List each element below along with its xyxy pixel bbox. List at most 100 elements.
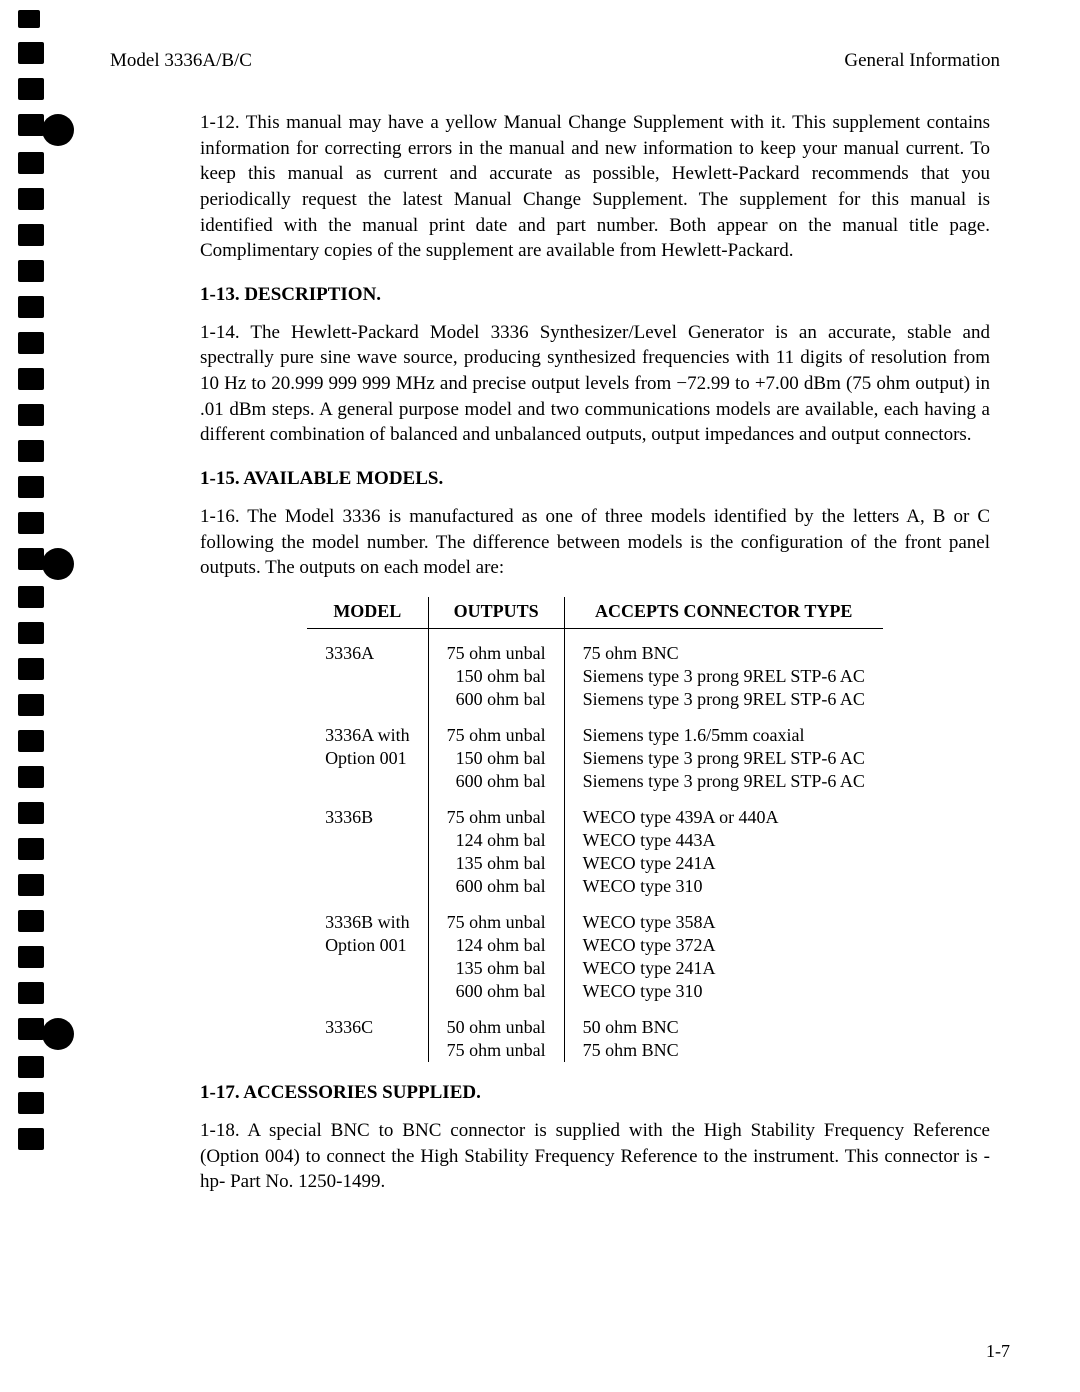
cell-model <box>307 875 428 898</box>
cell-model: Option 001 <box>307 934 428 957</box>
table-row: 150 ohm balSiemens type 3 prong 9REL STP… <box>307 665 883 688</box>
cell-connector: Siemens type 1.6/5mm coaxial <box>564 711 883 747</box>
col-header-connector: ACCEPTS CONNECTOR TYPE <box>564 597 883 629</box>
table-row: Option 001124 ohm balWECO type 372A <box>307 934 883 957</box>
paragraph-1-16: 1-16. The Model 3336 is manufactured as … <box>200 504 990 581</box>
cell-model <box>307 957 428 980</box>
cell-connector: WECO type 358A <box>564 898 883 934</box>
table-row: 135 ohm balWECO type 241A <box>307 957 883 980</box>
punch-hole <box>18 476 44 498</box>
punch-hole <box>18 910 44 932</box>
cell-output: 600 ohm bal <box>428 875 564 898</box>
punch-hole <box>18 1092 44 1114</box>
table-row: 124 ohm balWECO type 443A <box>307 829 883 852</box>
punch-hole <box>18 42 44 64</box>
cell-model: Option 001 <box>307 747 428 770</box>
cell-output: 135 ohm bal <box>428 957 564 980</box>
cell-model: 3336C <box>307 1003 428 1039</box>
cell-connector: Siemens type 3 prong 9REL STP-6 AC <box>564 665 883 688</box>
table-row: 3336B75 ohm unbalWECO type 439A or 440A <box>307 793 883 829</box>
punch-hole <box>18 946 44 968</box>
cell-output: 124 ohm bal <box>428 934 564 957</box>
cell-output: 150 ohm bal <box>428 665 564 688</box>
content-area: Model 3336A/B/C General Information 1-12… <box>110 50 1000 1211</box>
punch-hole <box>18 802 44 824</box>
punch-hole <box>18 404 44 426</box>
punch-hole <box>18 224 44 246</box>
table-row: 3336B with75 ohm unbalWECO type 358A <box>307 898 883 934</box>
punch-hole <box>18 586 44 608</box>
binder-dot <box>42 548 74 580</box>
table-row: 600 ohm balWECO type 310 <box>307 980 883 1003</box>
punch-hole <box>18 874 44 896</box>
cell-output: 75 ohm unbal <box>428 793 564 829</box>
paragraph-1-18: 1-18. A special BNC to BNC connector is … <box>200 1118 990 1195</box>
punch-hole <box>18 838 44 860</box>
table-row: 75 ohm unbal75 ohm BNC <box>307 1039 883 1062</box>
binder-dot <box>42 114 74 146</box>
cell-model <box>307 770 428 793</box>
table-row: 600 ohm balSiemens type 3 prong 9REL STP… <box>307 770 883 793</box>
punch-hole <box>18 10 40 28</box>
punch-hole <box>18 78 44 100</box>
cell-connector: 50 ohm BNC <box>564 1003 883 1039</box>
cell-connector: WECO type 372A <box>564 934 883 957</box>
table-header-row: MODEL OUTPUTS ACCEPTS CONNECTOR TYPE <box>307 597 883 629</box>
cell-model <box>307 688 428 711</box>
punch-hole <box>18 1056 44 1078</box>
punch-hole <box>18 694 44 716</box>
table-row: 3336A75 ohm unbal75 ohm BNC <box>307 628 883 665</box>
page-header: Model 3336A/B/C General Information <box>110 50 1000 72</box>
header-right: General Information <box>844 50 1000 72</box>
cell-connector: WECO type 241A <box>564 852 883 875</box>
cell-model <box>307 980 428 1003</box>
punch-hole <box>18 296 44 318</box>
punch-hole <box>18 1018 44 1040</box>
cell-output: 50 ohm unbal <box>428 1003 564 1039</box>
cell-model: 3336B with <box>307 898 428 934</box>
punch-hole <box>18 152 44 174</box>
punch-hole <box>18 332 44 354</box>
punch-hole <box>18 260 44 282</box>
heading-1-13: 1-13. DESCRIPTION. <box>200 284 990 306</box>
punch-hole <box>18 1128 44 1150</box>
table-row: 3336A with75 ohm unbalSiemens type 1.6/5… <box>307 711 883 747</box>
cell-output: 124 ohm bal <box>428 829 564 852</box>
page: Model 3336A/B/C General Information 1-12… <box>0 0 1080 1392</box>
cell-model <box>307 1039 428 1062</box>
punch-hole <box>18 512 44 534</box>
heading-1-17: 1-17. ACCESSORIES SUPPLIED. <box>200 1082 990 1104</box>
cell-output: 600 ohm bal <box>428 688 564 711</box>
punch-hole <box>18 658 44 680</box>
table-row: 600 ohm balWECO type 310 <box>307 875 883 898</box>
cell-connector: WECO type 310 <box>564 980 883 1003</box>
table-row: 3336C50 ohm unbal50 ohm BNC <box>307 1003 883 1039</box>
punch-holes-column <box>18 10 74 1164</box>
punch-hole <box>18 440 44 462</box>
cell-connector: WECO type 310 <box>564 875 883 898</box>
cell-connector: WECO type 443A <box>564 829 883 852</box>
body-text: 1-12. This manual may have a yellow Manu… <box>200 110 990 1195</box>
paragraph-1-12: 1-12. This manual may have a yellow Manu… <box>200 110 990 264</box>
page-number: 1-7 <box>986 1341 1010 1362</box>
cell-output: 75 ohm unbal <box>428 1039 564 1062</box>
cell-connector: Siemens type 3 prong 9REL STP-6 AC <box>564 770 883 793</box>
cell-model: 3336B <box>307 793 428 829</box>
binder-dot <box>42 1018 74 1050</box>
cell-output: 75 ohm unbal <box>428 628 564 665</box>
cell-connector: 75 ohm BNC <box>564 628 883 665</box>
heading-1-15: 1-15. AVAILABLE MODELS. <box>200 468 990 490</box>
cell-output: 75 ohm unbal <box>428 898 564 934</box>
cell-model <box>307 852 428 875</box>
punch-hole <box>18 548 44 570</box>
table-body: 3336A75 ohm unbal75 ohm BNC150 ohm balSi… <box>307 628 883 1062</box>
models-table: MODEL OUTPUTS ACCEPTS CONNECTOR TYPE 333… <box>307 597 883 1062</box>
cell-connector: WECO type 241A <box>564 957 883 980</box>
cell-connector: WECO type 439A or 440A <box>564 793 883 829</box>
table-row: 600 ohm balSiemens type 3 prong 9REL STP… <box>307 688 883 711</box>
col-header-outputs: OUTPUTS <box>428 597 564 629</box>
cell-output: 75 ohm unbal <box>428 711 564 747</box>
cell-connector: 75 ohm BNC <box>564 1039 883 1062</box>
punch-hole <box>18 730 44 752</box>
cell-output: 150 ohm bal <box>428 747 564 770</box>
